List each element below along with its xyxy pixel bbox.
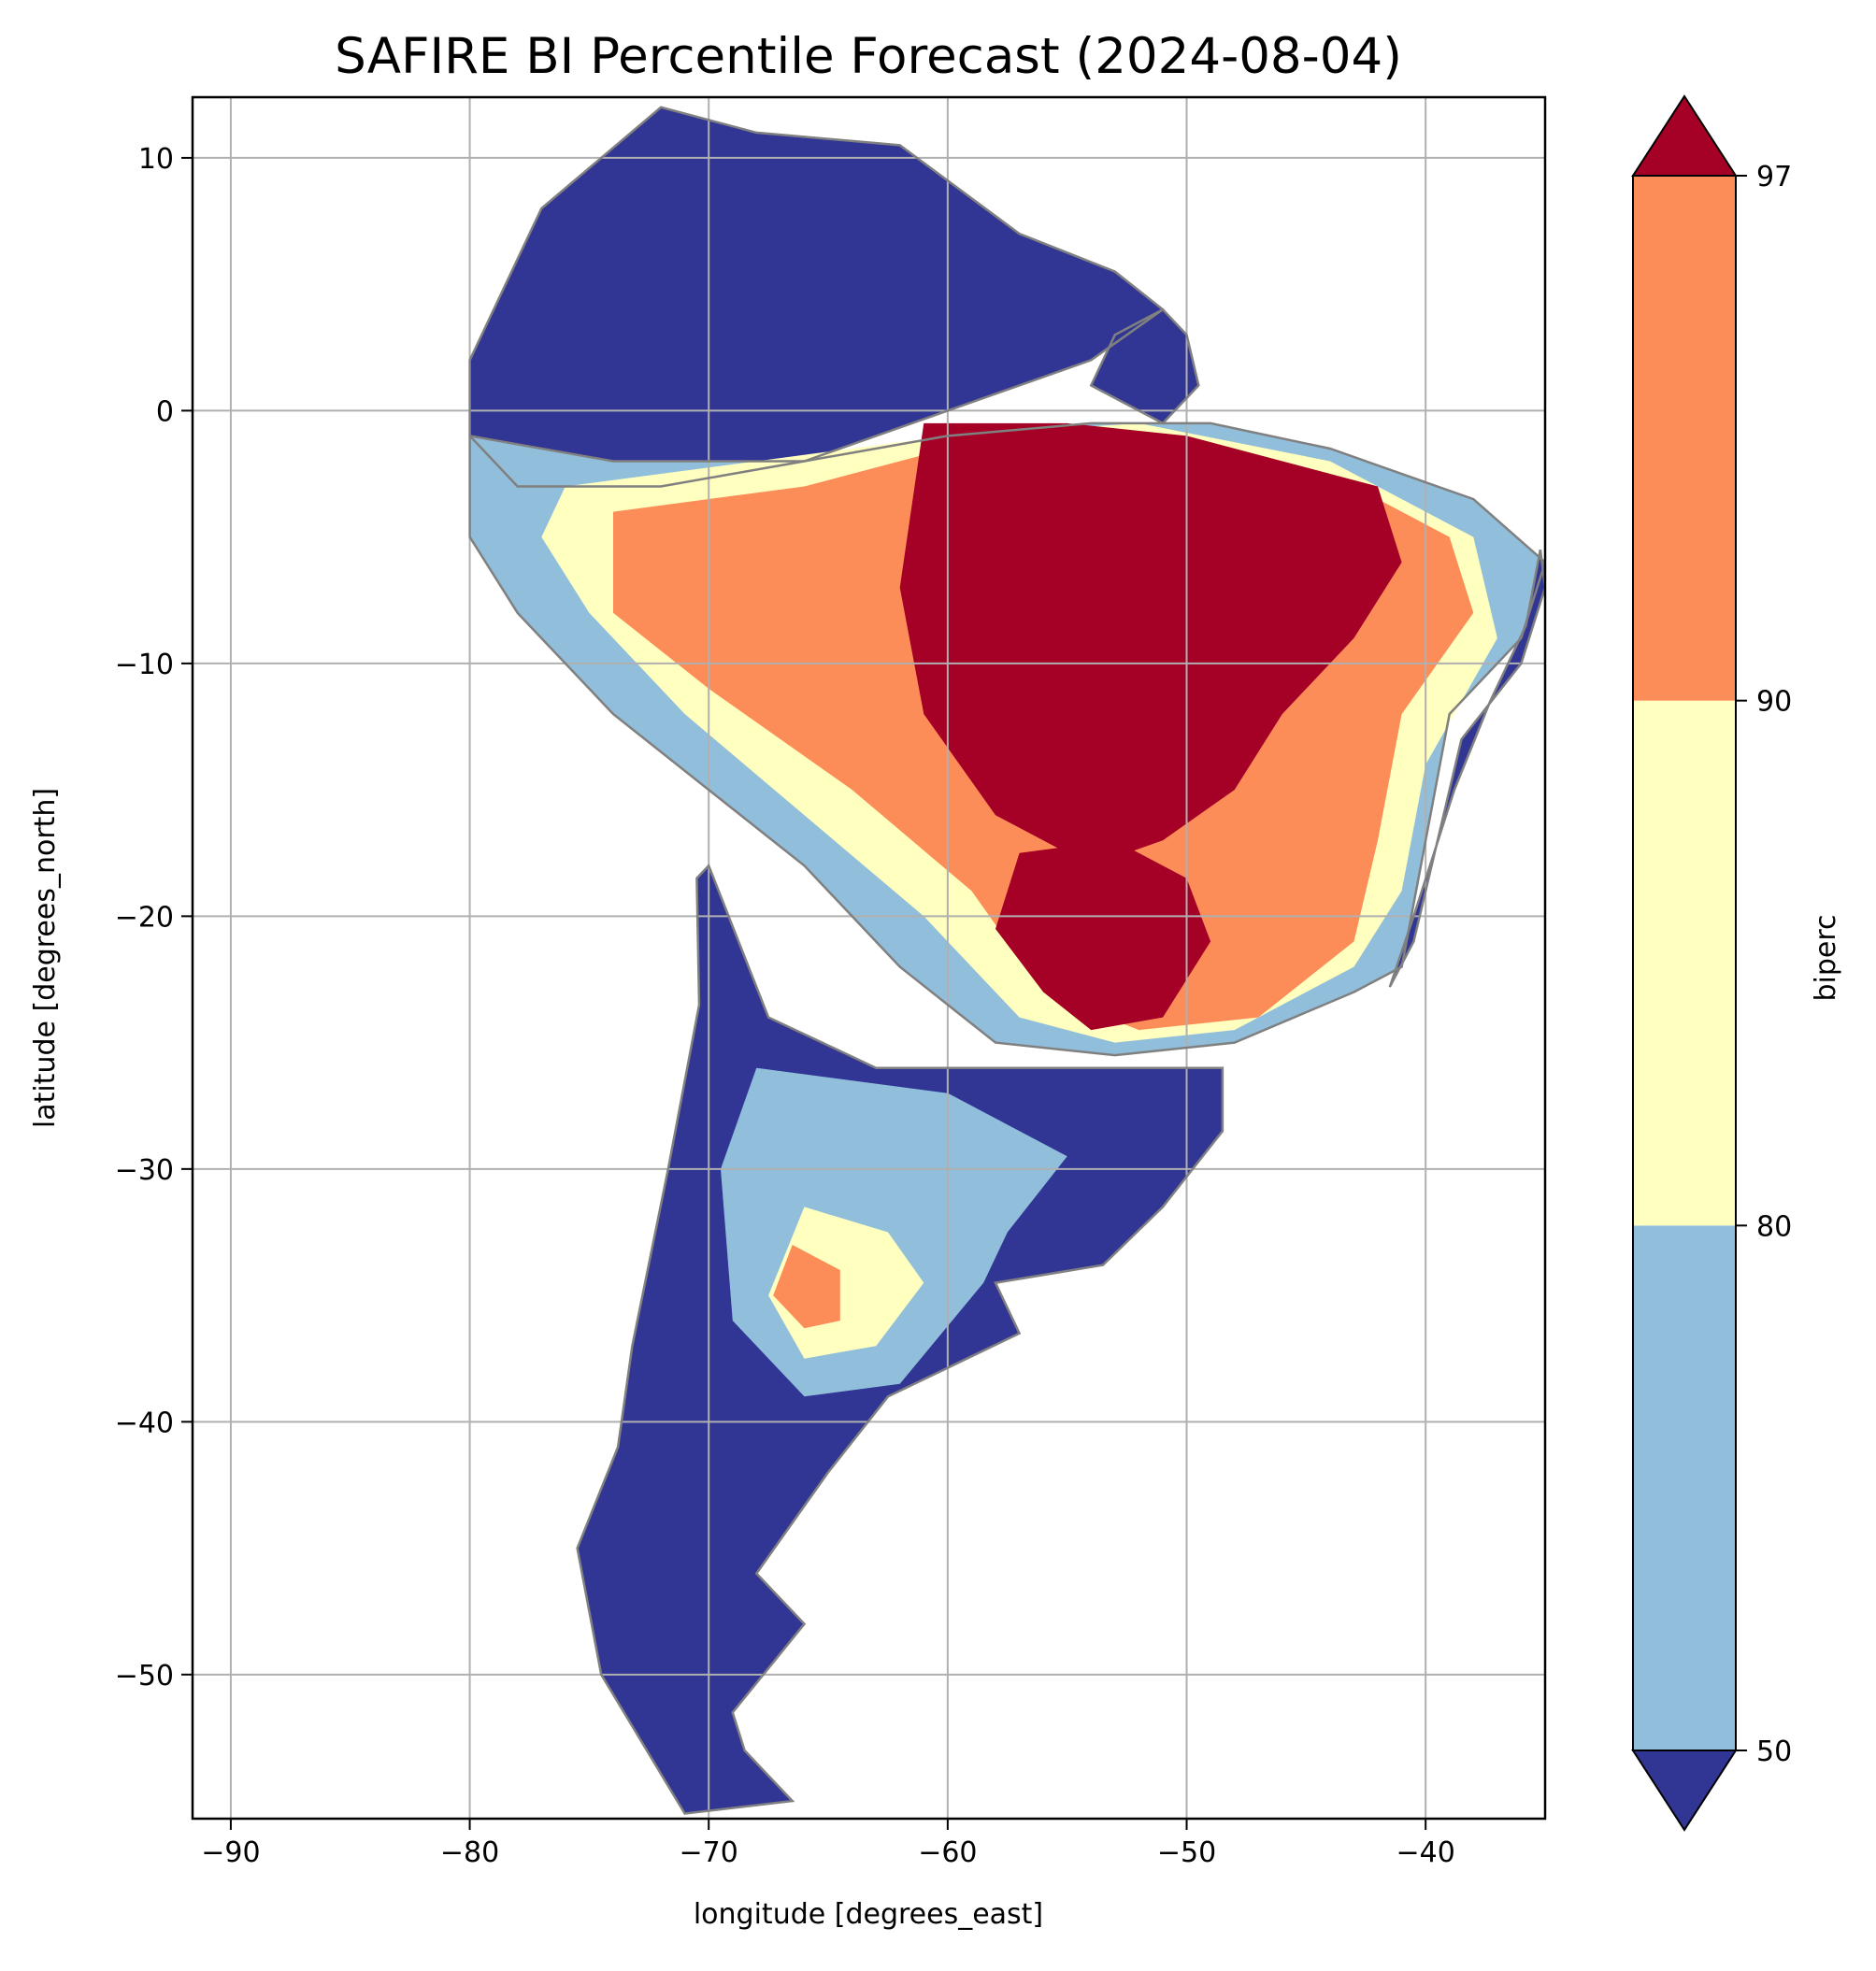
y-tick-label: −30 xyxy=(115,1154,174,1187)
y-tick-label: 10 xyxy=(138,143,174,176)
chart-title: SAFIRE BI Percentile Forecast (2024-08-0… xyxy=(335,28,1402,85)
x-tick-label: −40 xyxy=(1396,1836,1455,1869)
colorbar: 50 80 90 97 xyxy=(1631,94,1792,1832)
x-tick-label: −70 xyxy=(680,1836,738,1869)
border-east-coast-low xyxy=(1388,549,1545,988)
colorbar-tick-label: 90 xyxy=(1756,686,1792,719)
plot-frame xyxy=(191,95,1547,1821)
y-tick-label: −40 xyxy=(115,1407,174,1439)
x-axis-label: longitude [degrees_east] xyxy=(694,1898,1043,1931)
y-tick-label: 0 xyxy=(156,395,174,428)
y-tick-label: −10 xyxy=(115,649,174,681)
gridlines xyxy=(193,97,1545,1819)
x-tick-label: −50 xyxy=(1157,1836,1216,1869)
axis-ticks: −90 −80 −70 −60 −50 −40 10 0 −10 −20 −30 −40 −50 xyxy=(115,143,1455,1869)
region-southeast-extreme xyxy=(995,840,1211,1031)
region-amapa-low xyxy=(1091,309,1199,423)
colorbar-tick-label: 50 xyxy=(1756,1735,1792,1768)
y-axis-label: latitude [degrees_north] xyxy=(29,788,62,1128)
colorbar-tick-label: 97 xyxy=(1756,161,1792,193)
colorbar-extend-top xyxy=(1631,94,1738,177)
border-northwest-transition xyxy=(468,421,1545,1057)
colorbar-tick-label: 80 xyxy=(1756,1210,1792,1243)
y-tick-label: −50 xyxy=(115,1660,174,1692)
x-tick-label: −60 xyxy=(918,1836,977,1869)
x-tick-label: −90 xyxy=(201,1836,260,1869)
colorbar-label: biperc xyxy=(1810,914,1842,1001)
colorbar-segment-80_90 xyxy=(1633,700,1736,1226)
region-brazil-extreme xyxy=(899,422,1402,866)
percentile-regions xyxy=(469,107,1545,1814)
colorbar-extend-bottom xyxy=(1631,1750,1738,1832)
region-north-andes-low xyxy=(469,107,1164,487)
plot-area: −90 −80 −70 −60 −50 −40 10 0 −10 −20 −30 −40 −50 xyxy=(115,95,1547,1869)
y-tick-label: −20 xyxy=(115,901,174,934)
border-north-andes-low xyxy=(468,106,1166,488)
border-southern-low xyxy=(576,864,1224,1815)
x-tick-label: −80 xyxy=(440,1836,499,1869)
colorbar-frame xyxy=(1632,175,1737,1751)
country-borders xyxy=(468,106,1545,1815)
region-pampas-very-high xyxy=(773,1245,840,1329)
colorbar-segment-50_80 xyxy=(1633,1225,1736,1750)
colorbar-segment-90_97 xyxy=(1633,176,1736,701)
